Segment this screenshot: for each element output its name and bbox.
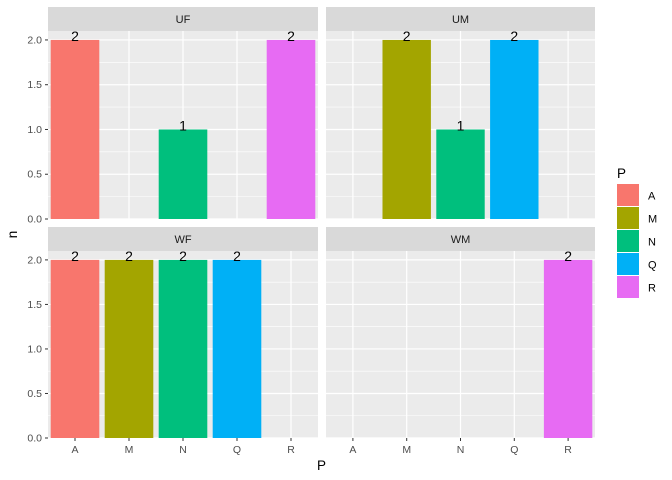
- bar-wm-r: [543, 259, 593, 438]
- facet-strip-wf: [48, 227, 318, 251]
- data-label-um-m: 2: [403, 28, 411, 44]
- legend-key-n: [617, 230, 639, 252]
- bar-um-n: [436, 129, 485, 219]
- x-tick-label-wf-m: M: [125, 444, 134, 456]
- x-tick-label-wf-q: Q: [233, 444, 241, 456]
- facet-strip-wm: [326, 227, 595, 251]
- bar-uf-n: [158, 129, 208, 219]
- data-label-uf-n: 1: [179, 117, 187, 133]
- legend-key-m: [617, 207, 639, 229]
- facet-strip-uf: [48, 7, 318, 31]
- data-label-wf-a: 2: [71, 248, 79, 264]
- y-axis-title: n: [5, 231, 20, 239]
- y-tick-label-uf: 2.0: [27, 34, 42, 46]
- y-tick-label-uf: 1.5: [27, 79, 42, 91]
- x-tick-label-wm-q: Q: [510, 444, 518, 456]
- legend-key-q: [617, 253, 639, 275]
- legend-label-r: R: [648, 283, 656, 295]
- x-tick-label-wm-n: N: [457, 444, 465, 456]
- bar-wf-n: [158, 259, 208, 438]
- x-tick-label-wf-a: A: [71, 444, 78, 456]
- bar-wf-a: [50, 259, 100, 438]
- legend-title: P: [617, 166, 626, 181]
- x-tick-label-wm-r: R: [564, 444, 572, 456]
- legend-key-a: [617, 184, 639, 206]
- data-label-uf-a: 2: [71, 28, 79, 44]
- legend-label-n: N: [648, 237, 656, 249]
- bar-wf-m: [104, 259, 154, 438]
- facet-strip-label-wf: WF: [174, 234, 191, 246]
- legend-label-m: M: [648, 214, 657, 226]
- legend-label-q: Q: [648, 260, 657, 272]
- y-tick-label-uf: 1.0: [27, 124, 42, 136]
- facet-strip-label-uf: UF: [176, 14, 191, 26]
- x-axis-title: P: [317, 458, 326, 473]
- x-tick-label-wm-m: M: [402, 444, 411, 456]
- legend-key-r: [617, 276, 639, 298]
- bar-um-m: [382, 39, 431, 220]
- y-tick-label-wf: 2.0: [27, 254, 42, 266]
- bar-wf-q: [212, 259, 262, 438]
- facet-strip-label-um: UM: [452, 14, 469, 26]
- x-tick-label-wf-r: R: [287, 444, 295, 456]
- bar-uf-a: [50, 39, 100, 220]
- data-label-wf-q: 2: [233, 248, 241, 264]
- x-tick-label-wf-n: N: [179, 444, 187, 456]
- x-tick-label-wm-a: A: [349, 444, 356, 456]
- data-label-um-n: 1: [457, 117, 465, 133]
- facet-strip-label-wm: WM: [451, 234, 471, 246]
- y-tick-label-uf: 0.0: [27, 214, 42, 226]
- data-label-wm-r: 2: [564, 248, 572, 264]
- y-tick-label-wf: 1.0: [27, 343, 42, 355]
- y-tick-label-wf: 1.5: [27, 299, 42, 311]
- bar-um-q: [490, 39, 539, 220]
- y-tick-label-uf: 0.5: [27, 169, 42, 181]
- facet-strip-um: [326, 7, 595, 31]
- data-label-wf-n: 2: [179, 248, 187, 264]
- data-label-uf-r: 2: [287, 28, 295, 44]
- bar-uf-r: [266, 39, 316, 220]
- y-tick-label-wf: 0.0: [27, 433, 42, 445]
- legend-label-a: A: [648, 191, 656, 203]
- y-tick-label-wf: 0.5: [27, 388, 42, 400]
- data-label-um-q: 2: [510, 28, 518, 44]
- data-label-wf-m: 2: [125, 248, 133, 264]
